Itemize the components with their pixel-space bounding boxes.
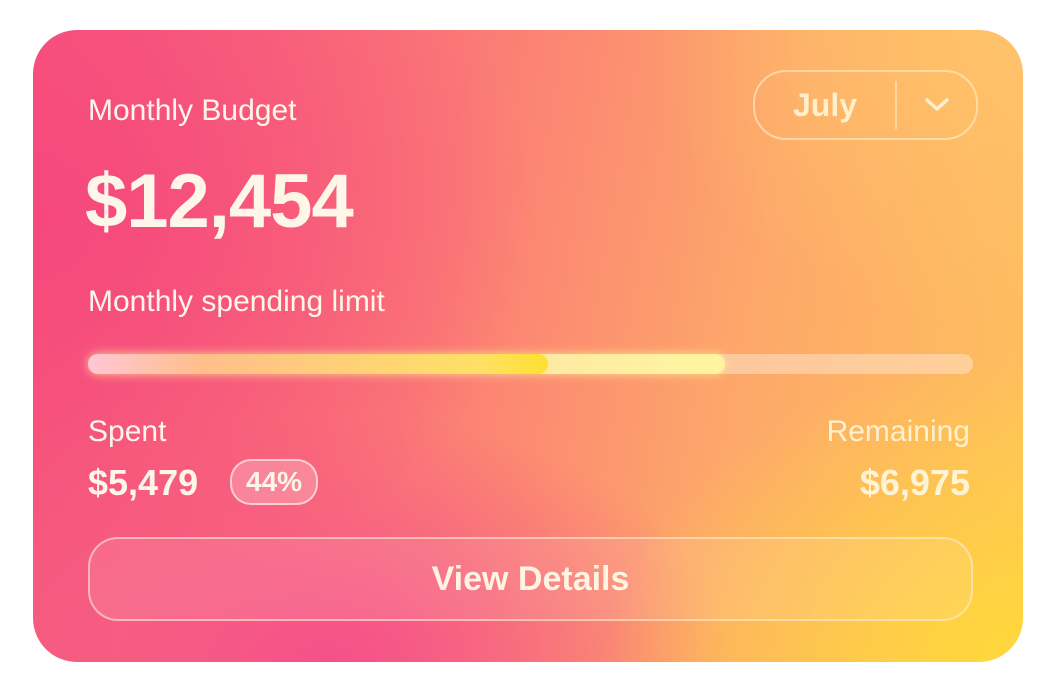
spent-value: $5,479: [88, 462, 199, 503]
chevron-down-icon[interactable]: [897, 97, 976, 113]
spending-progress-bar: [88, 354, 973, 374]
spending-limit-label: Monthly spending limit: [88, 285, 385, 318]
budget-amount: $12,454: [85, 159, 354, 244]
remaining-label: Remaining: [826, 415, 970, 448]
card-title: Monthly Budget: [88, 94, 297, 127]
month-selector[interactable]: July: [753, 70, 978, 140]
divider: [895, 81, 897, 129]
monthly-budget-card: Monthly Budget $12,454 July Monthly spen…: [33, 30, 1023, 662]
progress-fill: [88, 354, 549, 374]
month-value: July: [792, 86, 858, 123]
spent-label: Spent: [88, 415, 167, 448]
view-details-button[interactable]: View Details: [88, 537, 973, 621]
spent-percent-badge: 44%: [230, 459, 319, 505]
remaining-value: $6,975: [859, 462, 970, 503]
